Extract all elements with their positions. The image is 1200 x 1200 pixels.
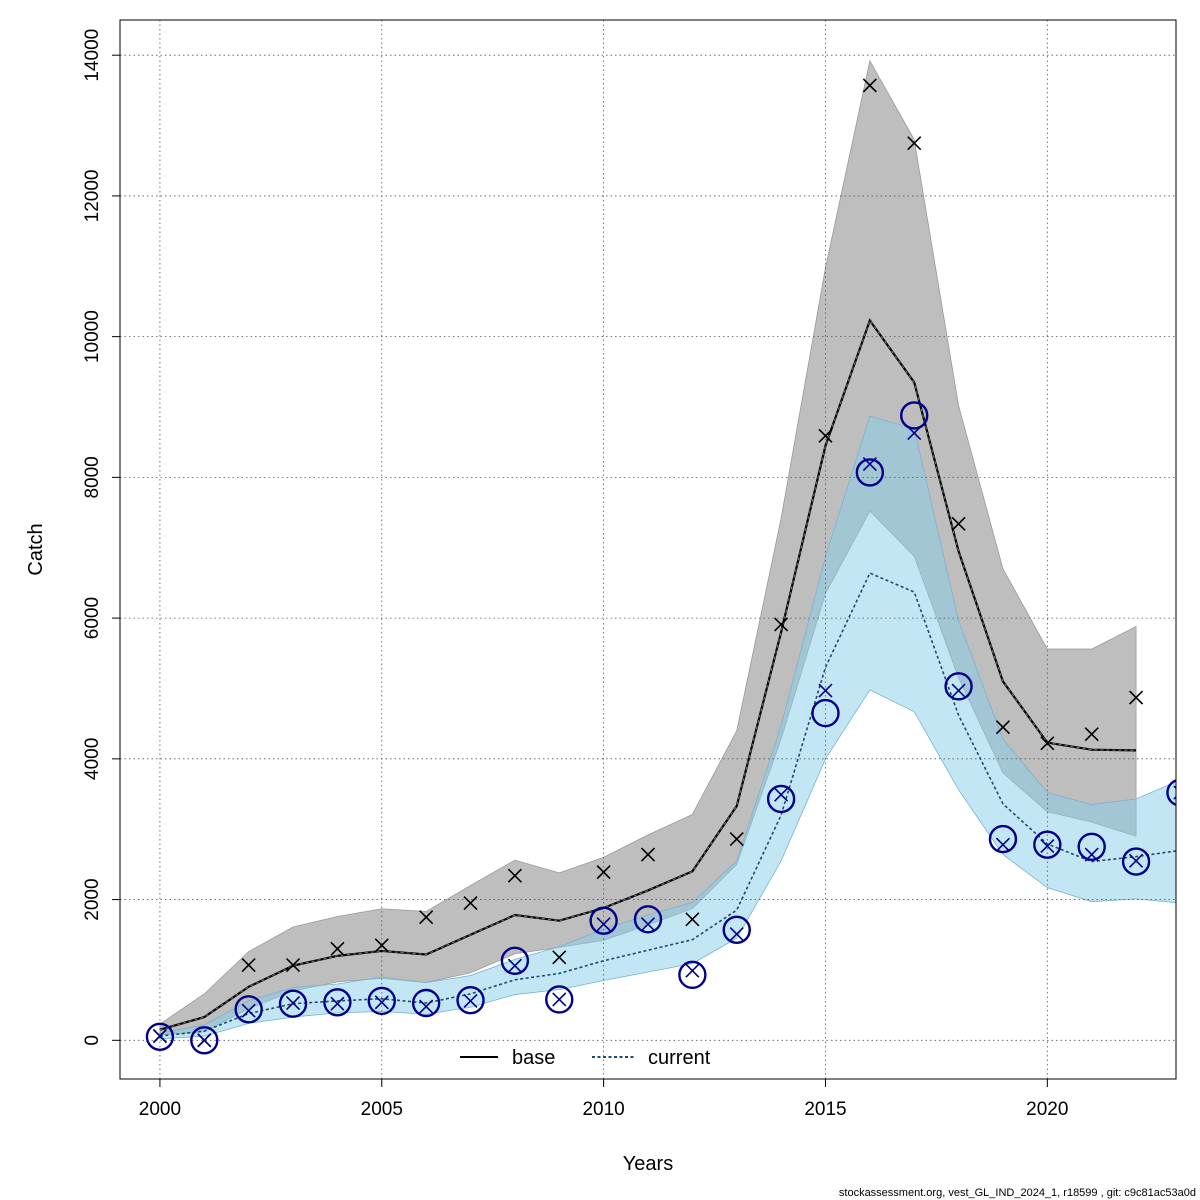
current-estimate-circle	[633, 905, 663, 934]
current-estimate-circle	[1077, 832, 1106, 861]
base-observed-point	[818, 428, 833, 443]
base-observed-point	[995, 720, 1011, 735]
current-observed-point	[1129, 853, 1144, 868]
y-tick-label: 14000	[82, 29, 103, 82]
current-observed-point	[1040, 839, 1055, 854]
current-observed-point	[241, 1003, 256, 1018]
current-estimate-circle	[278, 989, 308, 1018]
current-estimate-circle	[411, 988, 441, 1018]
current-estimate-circle	[855, 458, 885, 487]
y-tick-label: 0	[82, 1035, 103, 1046]
current-estimate-circle	[145, 1022, 175, 1051]
current-estimate-circle	[944, 672, 973, 701]
current-estimate-circle	[456, 985, 485, 1015]
y-tick-label: 4000	[82, 738, 103, 780]
base-observed-point	[907, 136, 922, 151]
current-estimate-circle	[589, 906, 618, 935]
grid-lines	[120, 20, 1176, 1079]
base-observed-point	[507, 868, 522, 883]
current-observed-point	[640, 917, 656, 932]
base-observed-point	[685, 912, 700, 927]
current-observed-point	[507, 958, 522, 973]
legend-label-current: current	[648, 1047, 711, 1069]
current-observed-point	[419, 999, 434, 1014]
current-observed-point	[685, 963, 700, 978]
x-axis-title: Years	[623, 1153, 673, 1175]
base-observed-point	[285, 957, 301, 973]
current-estimate-circle	[545, 985, 574, 1014]
x-axis: 2000 2005 2010 2015 2020	[139, 1079, 1068, 1120]
base-observed-point	[374, 938, 389, 953]
current-estimate-circle	[234, 995, 263, 1024]
base-confidence-band	[159, 59, 1137, 1036]
current-observed-point	[995, 837, 1011, 852]
fit-lines	[159, 318, 1176, 1037]
current-observed-point	[818, 683, 833, 698]
base-observed-point	[774, 617, 789, 632]
base-observed-point	[596, 865, 611, 880]
base-observed-point	[862, 78, 877, 93]
base-observed-point	[552, 950, 567, 965]
base-observed-point	[1040, 736, 1055, 751]
x-tick-label: 2015	[804, 1099, 846, 1120]
current-observed-point	[197, 1033, 212, 1048]
current-estimate-circle	[367, 986, 396, 1016]
y-tick-label: 10000	[82, 310, 103, 363]
confidence-bands	[159, 59, 1176, 1040]
current-estimate-circle	[900, 401, 929, 430]
base-fit-overlay-line	[159, 319, 1137, 1031]
current-estimate-circle	[1166, 779, 1176, 807]
base-observed-point	[330, 941, 345, 956]
current-observed-point	[596, 917, 611, 932]
current-observed-point	[152, 1029, 167, 1044]
current-estimate-circle	[500, 946, 530, 975]
current-fit-line	[159, 572, 1176, 1037]
y-tick-label: 2000	[82, 878, 103, 920]
base-observed-point	[729, 831, 744, 847]
x-tick-label: 2000	[139, 1099, 181, 1120]
current-observed-point	[552, 992, 567, 1007]
current-observed-point	[463, 993, 478, 1008]
y-tick-label: 6000	[82, 597, 103, 639]
base-observed-point	[1129, 690, 1144, 705]
plot-frame	[119, 19, 1177, 1080]
x-tick-label: 2010	[582, 1099, 624, 1120]
current-observed-point	[729, 926, 744, 942]
observed-markers	[145, 78, 1176, 1055]
y-axis: 0 2000 4000 6000 8000 10000 12000 14000	[82, 29, 120, 1046]
legend-label-base: base	[512, 1047, 555, 1069]
y-tick-label: 12000	[82, 169, 103, 222]
current-observed-point	[330, 996, 345, 1011]
current-estimate-circle	[766, 784, 796, 814]
current-estimate-circle	[1121, 847, 1151, 876]
x-tick-label: 2020	[1026, 1099, 1068, 1120]
current-observed-point	[285, 995, 301, 1011]
legend: base current	[460, 1047, 711, 1069]
current-estimate-circle	[190, 1026, 219, 1055]
footer-note: stockassessment.org, vest_GL_IND_2024_1,…	[839, 1187, 1196, 1199]
current-estimate-circle	[323, 988, 352, 1017]
current-estimate-circle	[988, 824, 1018, 854]
current-observed-point	[774, 787, 789, 802]
current-observed-point	[951, 683, 966, 698]
base-observed-point	[241, 957, 256, 973]
base-observed-point	[951, 516, 966, 531]
current-confidence-band	[159, 415, 1176, 1040]
current-estimate-circle	[811, 698, 840, 728]
current-estimate-circle	[678, 960, 707, 990]
base-observed-point	[463, 896, 478, 911]
current-estimate-circle	[722, 915, 751, 945]
y-tick-label: 8000	[82, 456, 103, 498]
current-observed-point	[374, 995, 389, 1010]
y-axis-title: Catch	[25, 523, 47, 575]
base-observed-point	[640, 847, 656, 862]
x-tick-label: 2005	[361, 1099, 403, 1120]
base-observed-point	[419, 910, 434, 925]
base-observed-point	[1084, 727, 1099, 742]
current-estimate-circle	[1033, 830, 1062, 859]
